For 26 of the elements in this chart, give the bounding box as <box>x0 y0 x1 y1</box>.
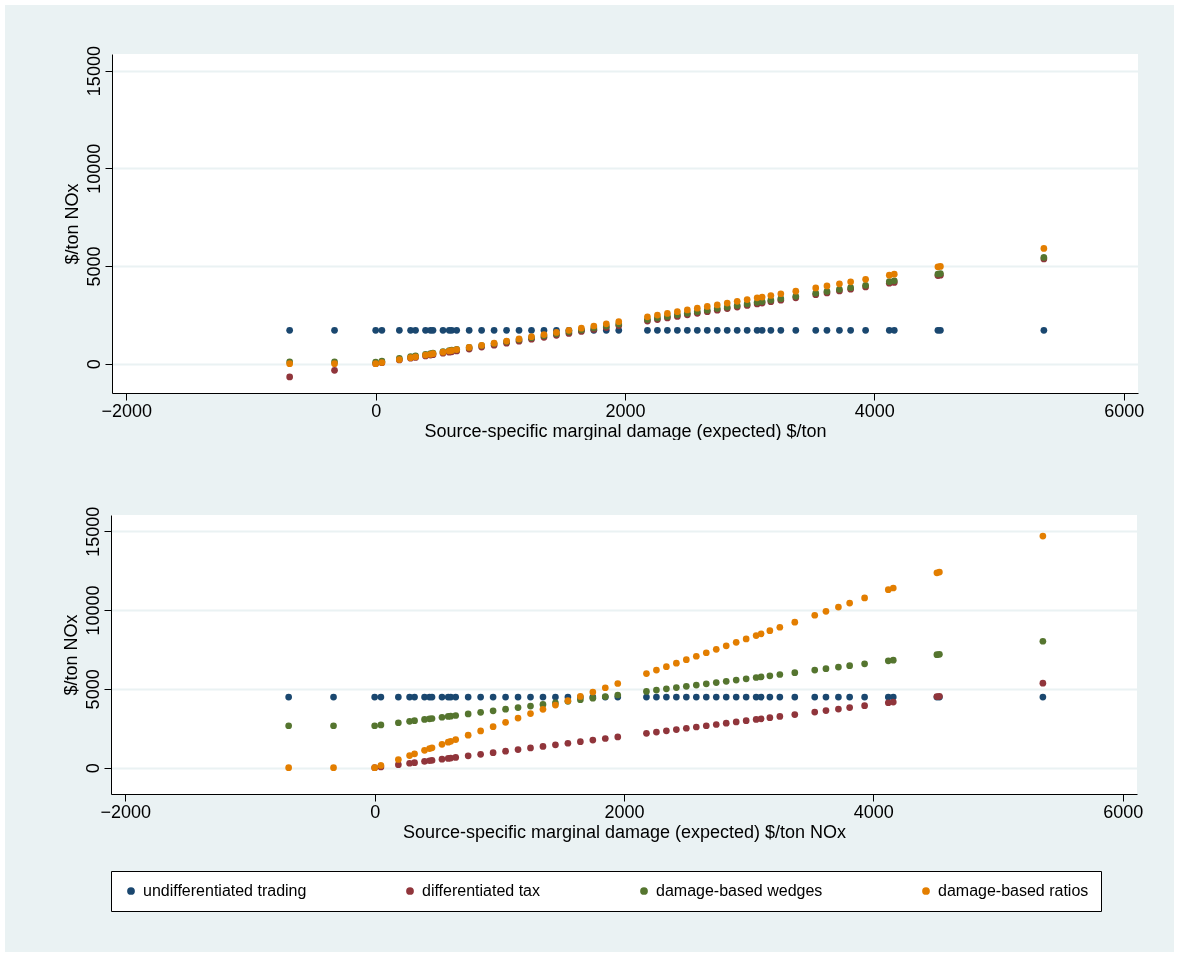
y-tick-label: 15000 <box>83 46 104 97</box>
x-axis-title: Source-specific marginal damage (expected) $/ton <box>424 420 827 441</box>
legend-label: differentiated tax <box>422 882 541 899</box>
y-tick-label: 15000 <box>82 506 103 557</box>
x-tick-label: 2000 <box>605 400 646 421</box>
y-axis-title: $/ton NOx <box>60 614 81 696</box>
legend-label: damage-based wedges <box>656 882 823 899</box>
y-tick-label: 0 <box>83 359 104 370</box>
x-tick-label: 0 <box>370 801 381 822</box>
legend-label: damage-based ratios <box>938 882 1089 899</box>
x-tick-label: 4000 <box>854 400 895 421</box>
x-tick-label: 6000 <box>1103 801 1144 822</box>
x-tick-label: 4000 <box>853 801 894 822</box>
x-tick-label: −2000 <box>101 400 153 421</box>
x-tick-label: 2000 <box>604 801 645 822</box>
y-tick-label: 0 <box>82 763 103 774</box>
y-axis-title: $/ton NOx <box>61 183 82 265</box>
legend-label: undifferentiated trading <box>143 882 307 899</box>
x-tick-label: 6000 <box>1104 400 1145 421</box>
y-tick-label: 10000 <box>83 143 104 194</box>
y-tick-label: 5000 <box>82 669 103 710</box>
x-tick-label: −2000 <box>100 801 152 822</box>
x-tick-label: 0 <box>371 400 382 421</box>
y-tick-label: 5000 <box>83 246 104 287</box>
y-tick-label: 10000 <box>82 585 103 636</box>
x-axis-title: Source-specific marginal damage (expected) $/ton NOx <box>402 821 847 842</box>
